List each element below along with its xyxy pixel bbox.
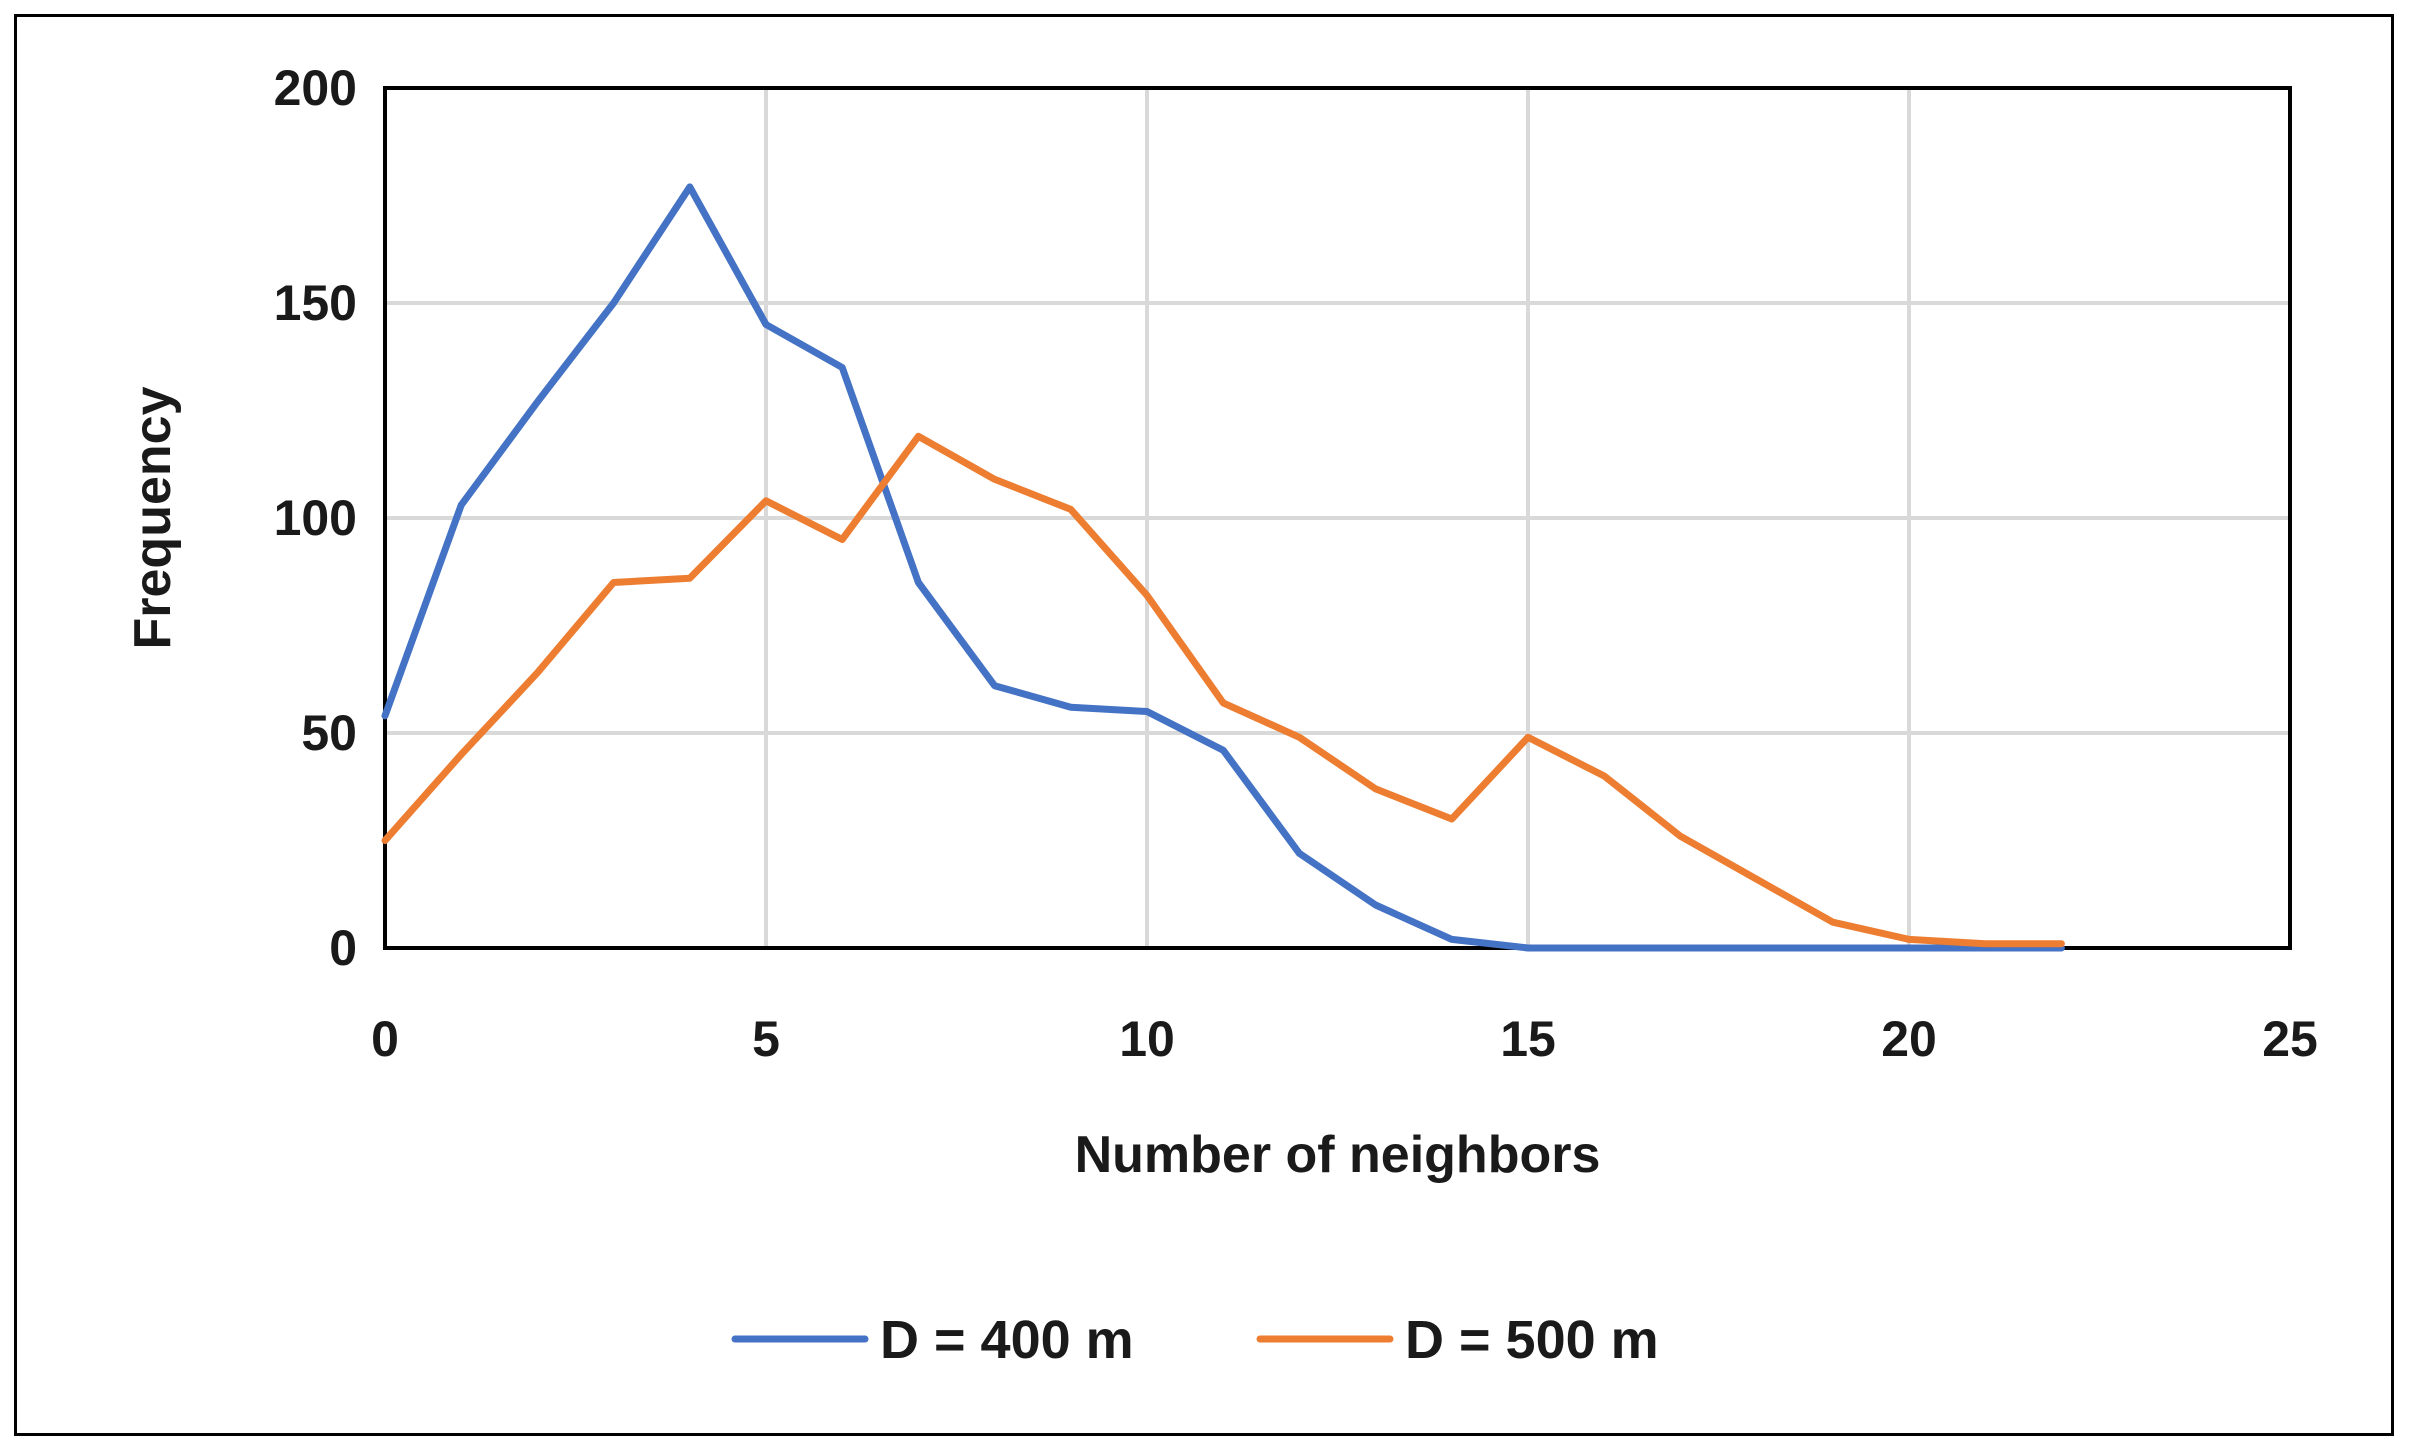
legend-item: D = 500 m	[1256, 1310, 1659, 1370]
x-tick-label: 20	[1881, 1011, 1937, 1067]
plot-area-border	[383, 86, 2292, 950]
x-axis-ticks: 0 5 10 15 20 25	[371, 1011, 2318, 1067]
x-tick-label: 25	[2262, 1011, 2318, 1067]
legend-label: D = 500 m	[1405, 1310, 1659, 1370]
x-tick-label: 0	[371, 1011, 399, 1067]
legend-item: D = 400 m	[731, 1310, 1134, 1370]
series-line-d400	[381, 183, 2065, 952]
chart-frame	[14, 14, 2394, 1436]
y-axis-ticks: 0 50 100 150 200	[274, 60, 357, 976]
y-tick-label: 150	[274, 275, 357, 331]
grid	[385, 88, 2290, 948]
series-layer	[381, 183, 2065, 952]
legend-label: D = 400 m	[880, 1310, 1134, 1370]
x-axis-title: Number of neighbors	[1075, 1126, 1601, 1184]
x-tick-label: 5	[752, 1011, 780, 1067]
y-axis-title: Frequency	[124, 386, 182, 649]
series-line-d500	[381, 432, 2065, 948]
x-tick-label: 10	[1119, 1011, 1175, 1067]
y-tick-label: 100	[274, 490, 357, 546]
x-tick-label: 15	[1500, 1011, 1556, 1067]
y-tick-label: 200	[274, 60, 357, 116]
legend: D = 400 m D = 500 m	[731, 1310, 1659, 1370]
y-tick-label: 50	[301, 705, 357, 761]
y-tick-label: 0	[329, 920, 357, 976]
